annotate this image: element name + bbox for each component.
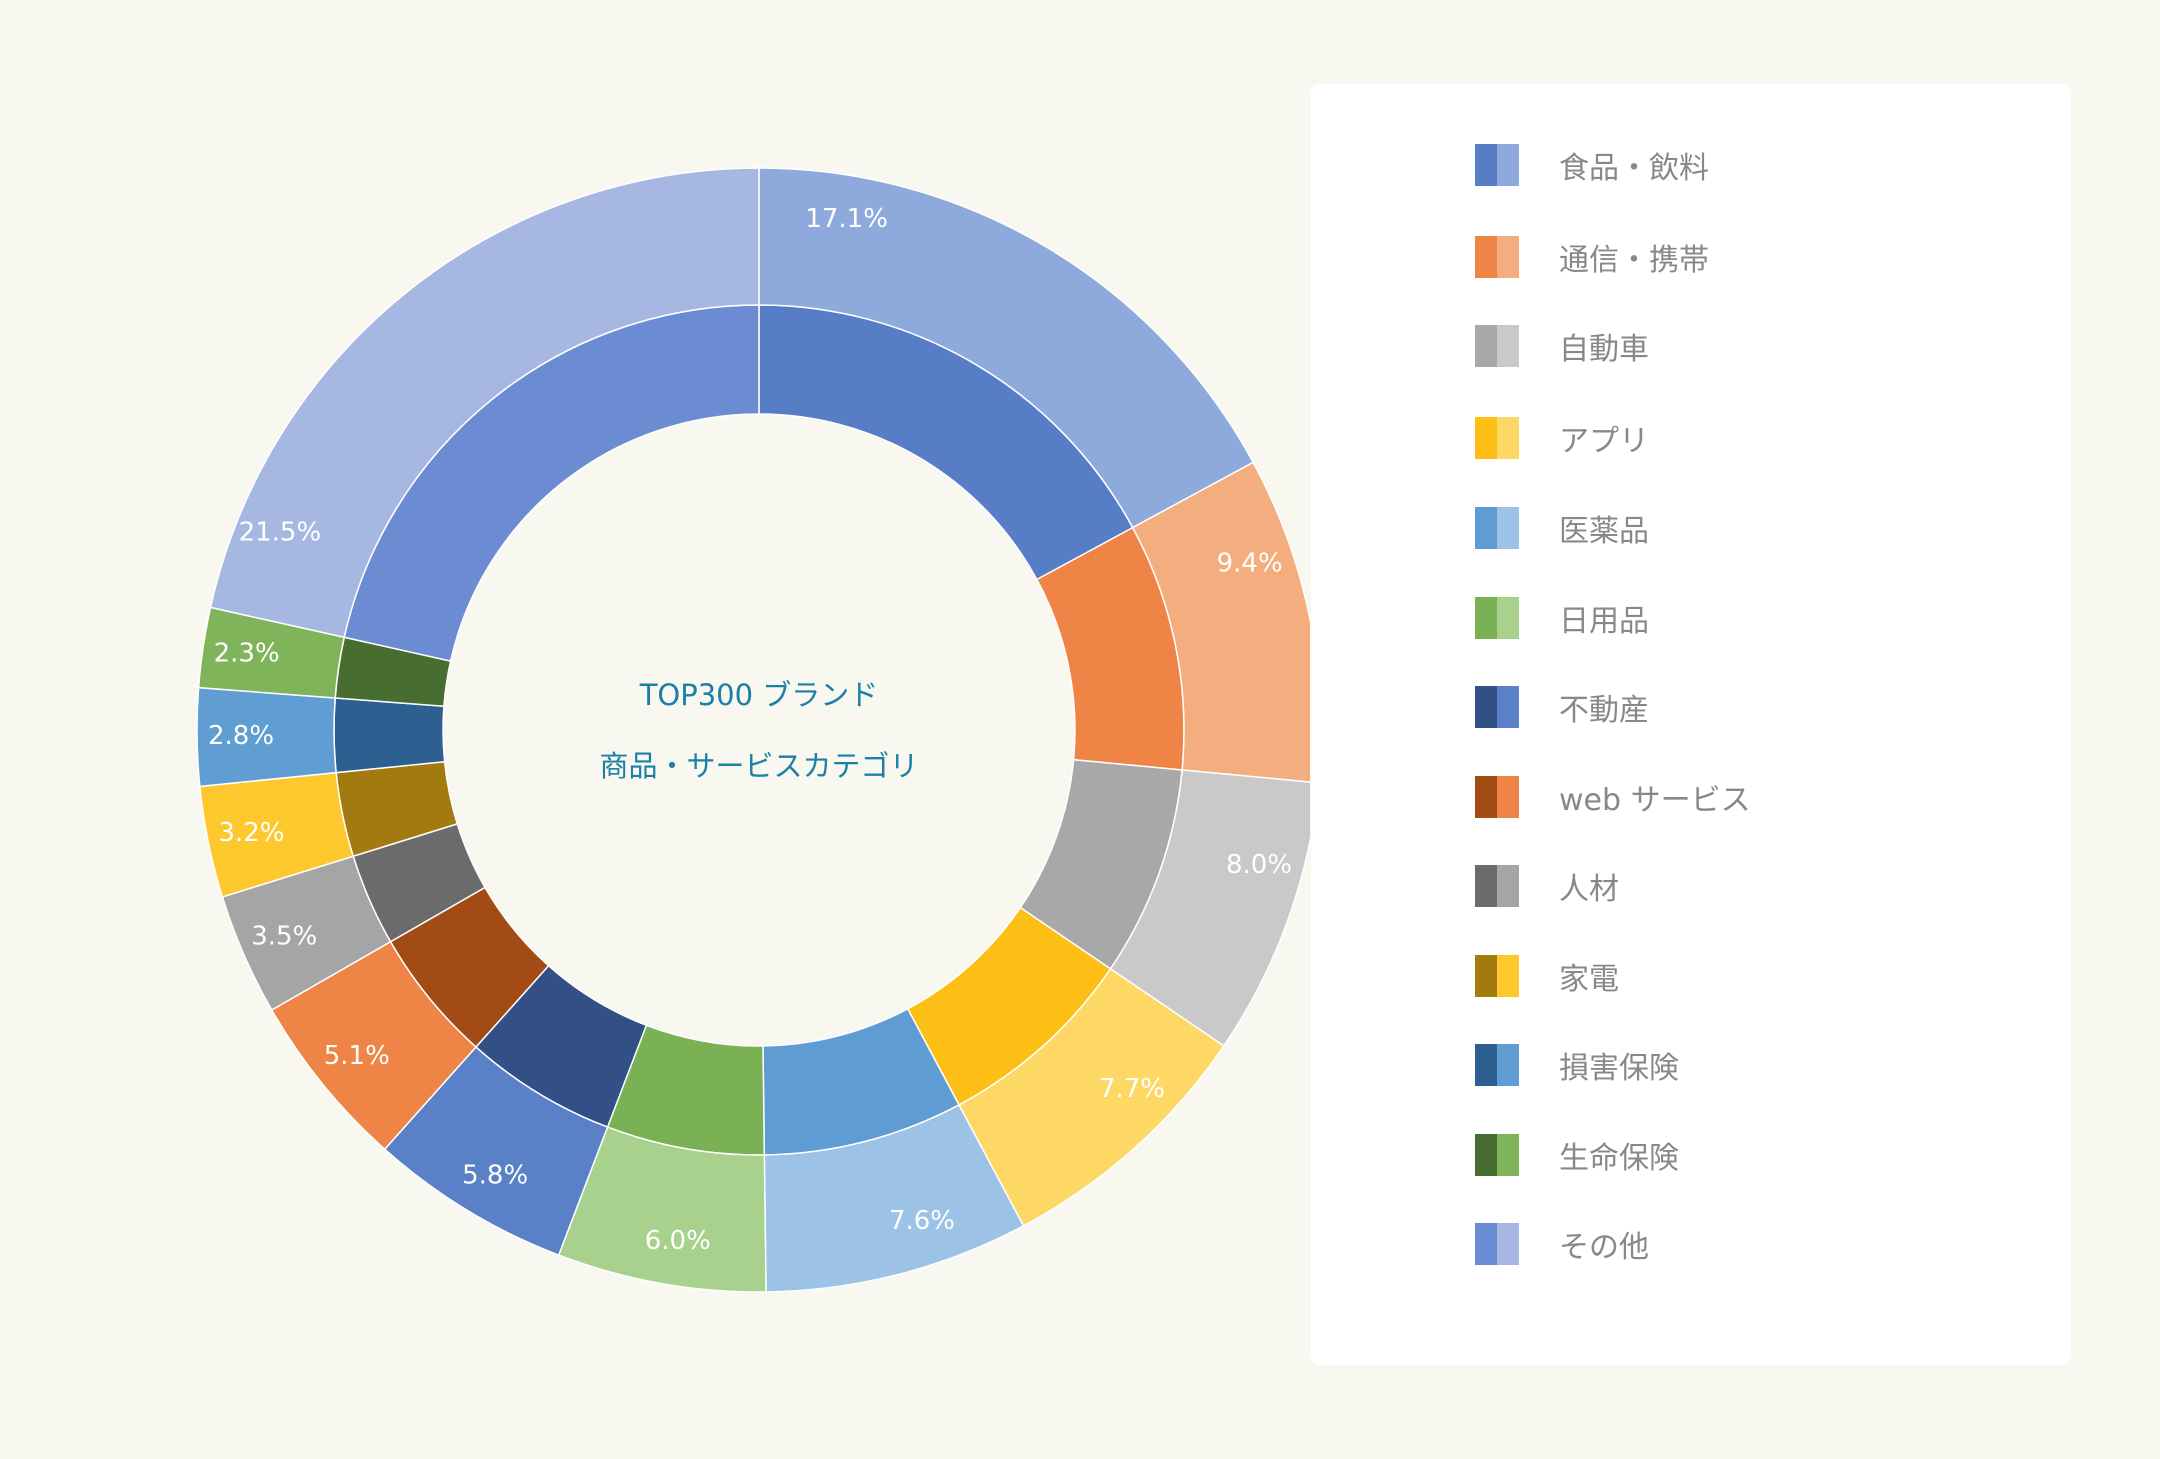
slice-5-value-label: 7.6% bbox=[889, 1206, 955, 1236]
legend-swatch bbox=[1475, 236, 1519, 278]
slice-13-outer bbox=[209, 167, 760, 639]
slice-7-value-label: 5.8% bbox=[462, 1160, 528, 1190]
legend-label: 通信・携帯 bbox=[1559, 243, 1709, 278]
legend-item: 家電 bbox=[1475, 955, 1619, 997]
legend-item: アプリ bbox=[1475, 417, 1649, 459]
slice-2-value-label: 9.4% bbox=[1217, 548, 1283, 578]
legend-label: 食品・飲料 bbox=[1559, 151, 1709, 186]
legend-item: web サービス bbox=[1475, 776, 1751, 818]
legend-item: 通信・携帯 bbox=[1475, 236, 1709, 278]
legend-item: その他 bbox=[1475, 1223, 1649, 1265]
legend-label: 日用品 bbox=[1559, 604, 1649, 639]
slice-11-value-label: 2.8% bbox=[208, 721, 274, 751]
legend-swatch bbox=[1475, 1044, 1519, 1086]
slice-8-value-label: 5.1% bbox=[324, 1041, 390, 1071]
legend-label: 人材 bbox=[1559, 872, 1619, 907]
donut-svg: 17.1% 9.4% 8.0% 7.7% 7.6% 6.0% 5.8% 5.1% 3.5% 3.2… bbox=[196, 167, 1310, 1293]
slice-13-value-label: 21.5% bbox=[239, 518, 322, 548]
slice-1-value-label: 17.1% bbox=[805, 204, 888, 234]
legend-item: 損害保険 bbox=[1475, 1044, 1679, 1086]
legend-swatch bbox=[1475, 1223, 1519, 1265]
slice-6-value-label: 6.0% bbox=[645, 1226, 711, 1256]
legend-item: 自動車 bbox=[1475, 325, 1649, 367]
slice-11-inner bbox=[333, 697, 446, 774]
legend-label: 家電 bbox=[1559, 962, 1619, 997]
legend-swatch bbox=[1475, 325, 1519, 367]
donut-chart: 17.1% 9.4% 8.0% 7.7% 7.6% 6.0% 5.8% 5.1% 3.5% 3.2… bbox=[196, 167, 1310, 1293]
legend-swatch bbox=[1475, 507, 1519, 549]
legend-item: 不動産 bbox=[1475, 686, 1649, 728]
legend: 食品・飲料通信・携帯自動車アプリ医薬品日用品不動産 web サービス 人材家電損害保… bbox=[1311, 84, 2071, 1365]
slice-3-value-label: 8.0% bbox=[1226, 850, 1292, 880]
legend-label: アプリ bbox=[1559, 424, 1649, 459]
center-title: TOP300 ブランド bbox=[639, 678, 879, 712]
legend-swatch bbox=[1475, 1134, 1519, 1176]
slice-12-value-label: 2.3% bbox=[214, 638, 280, 668]
legend-label: 生命保険 bbox=[1559, 1141, 1679, 1176]
legend-swatch bbox=[1475, 597, 1519, 639]
slice-2-outer bbox=[1131, 461, 1310, 783]
legend-item: 生命保険 bbox=[1475, 1134, 1679, 1176]
legend-label: 医薬品 bbox=[1559, 514, 1649, 549]
legend-swatch bbox=[1475, 955, 1519, 997]
legend-item: 人材 bbox=[1475, 865, 1619, 907]
legend-item: 医薬品 bbox=[1475, 507, 1649, 549]
legend-swatch bbox=[1475, 686, 1519, 728]
legend-label: 損害保険 bbox=[1559, 1051, 1679, 1086]
legend-item: 日用品 bbox=[1475, 597, 1649, 639]
legend-swatch bbox=[1475, 865, 1519, 907]
slice-10-value-label: 3.2% bbox=[218, 818, 284, 848]
legend-swatch bbox=[1475, 417, 1519, 459]
slice-4-value-label: 7.7% bbox=[1099, 1074, 1165, 1104]
legend-label: 自動車 bbox=[1559, 332, 1649, 367]
legend-label: 不動産 bbox=[1559, 693, 1649, 728]
center-subtitle: 商品・サービスカテゴリ bbox=[599, 749, 919, 783]
legend-item: 食品・飲料 bbox=[1475, 144, 1709, 186]
legend-swatch bbox=[1475, 144, 1519, 186]
legend-label: その他 bbox=[1559, 1230, 1649, 1265]
legend-swatch bbox=[1475, 776, 1519, 818]
legend-label: web サービス bbox=[1559, 783, 1751, 818]
slice-9-value-label: 3.5% bbox=[251, 922, 317, 952]
